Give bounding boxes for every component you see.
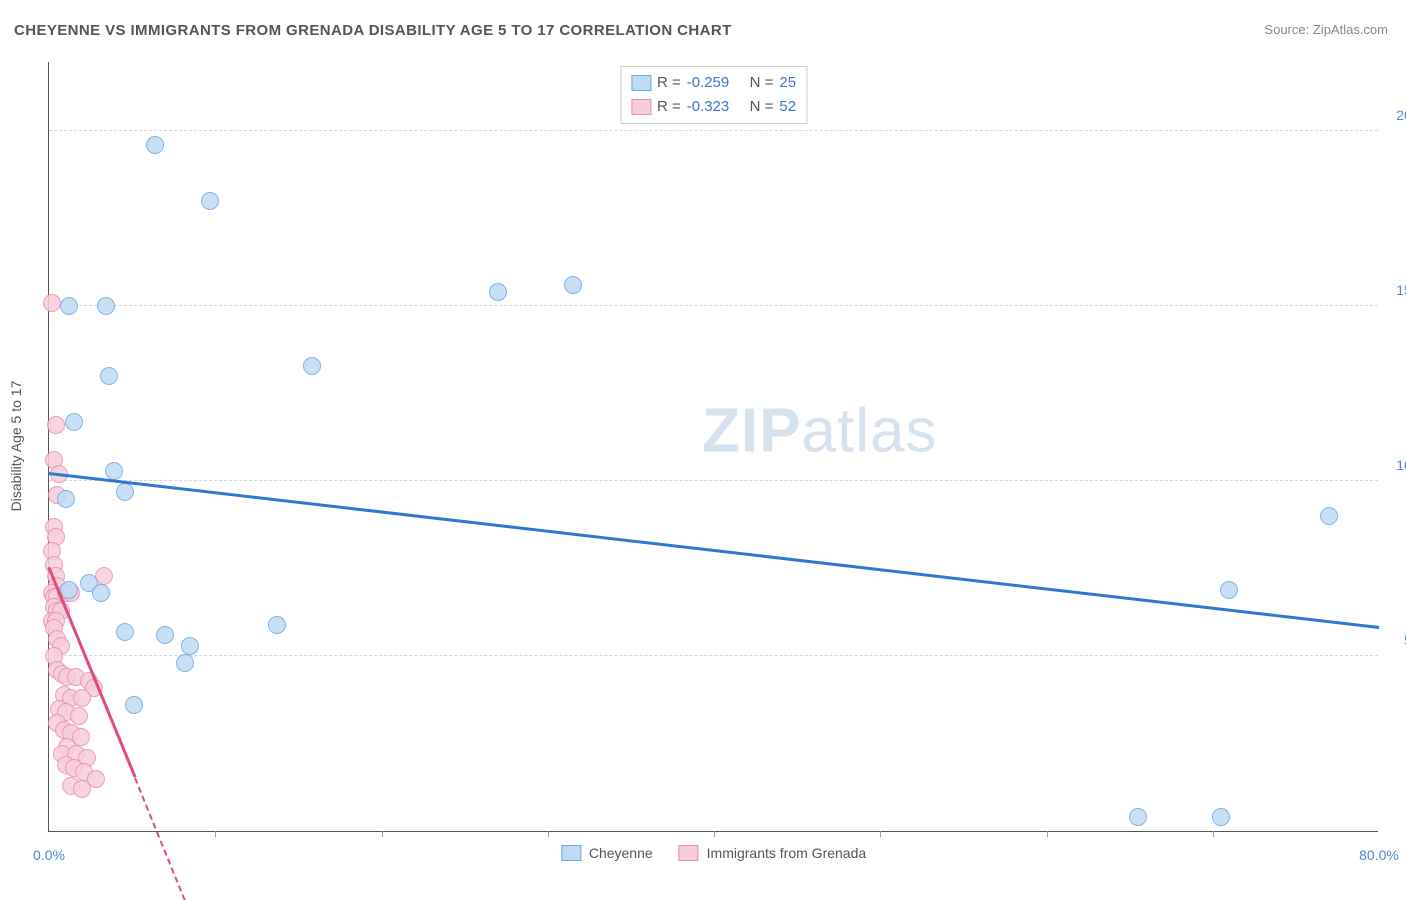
gridline-h: [49, 130, 1378, 131]
scatter-point: [73, 780, 91, 798]
scatter-point: [1129, 808, 1147, 826]
chart-title: CHEYENNE VS IMMIGRANTS FROM GRENADA DISA…: [14, 22, 732, 39]
scatter-point: [73, 689, 91, 707]
x-tick: [382, 831, 383, 837]
series-legend: Cheyenne Immigrants from Grenada: [561, 845, 866, 861]
scatter-point: [181, 637, 199, 655]
watermark-light: atlas: [802, 397, 938, 466]
legend-label: Cheyenne: [589, 845, 653, 861]
x-tick: [880, 831, 881, 837]
scatter-point: [146, 136, 164, 154]
scatter-point: [201, 192, 219, 210]
legend-row-grenada: R = -0.323 N = 52: [631, 95, 796, 119]
scatter-point: [60, 297, 78, 315]
r-value-cheyenne: -0.259: [687, 71, 730, 95]
x-tick: [714, 831, 715, 837]
y-tick-label: 15.0%: [1396, 282, 1406, 298]
gridline-h: [49, 305, 1378, 306]
scatter-point: [176, 654, 194, 672]
scatter-point: [116, 483, 134, 501]
x-tick: [215, 831, 216, 837]
n-value-grenada: 52: [779, 95, 796, 119]
scatter-plot: ZIPatlas R = -0.259 N = 25 R = -0.323 N …: [48, 62, 1378, 832]
source-link[interactable]: ZipAtlas.com: [1313, 22, 1388, 37]
gridline-h: [49, 655, 1378, 656]
scatter-point: [100, 367, 118, 385]
legend-row-cheyenne: R = -0.259 N = 25: [631, 71, 796, 95]
scatter-point: [564, 276, 582, 294]
source-label: Source:: [1264, 22, 1309, 37]
legend-item: Immigrants from Grenada: [679, 845, 867, 861]
scatter-point: [43, 294, 61, 312]
swatch-grenada: [631, 99, 651, 115]
gridline-h: [49, 480, 1378, 481]
r-value-grenada: -0.323: [687, 95, 730, 119]
r-prefix: R =: [657, 71, 681, 95]
scatter-point: [1320, 507, 1338, 525]
x-tick: [1047, 831, 1048, 837]
x-tick-label: 80.0%: [1359, 847, 1399, 863]
x-tick-label: 0.0%: [33, 847, 65, 863]
scatter-point: [125, 696, 143, 714]
scatter-point: [70, 707, 88, 725]
scatter-point: [116, 623, 134, 641]
n-value-cheyenne: 25: [779, 71, 796, 95]
scatter-point: [47, 416, 65, 434]
scatter-point: [97, 297, 115, 315]
scatter-point: [303, 357, 321, 375]
scatter-point: [65, 413, 83, 431]
legend-item: Cheyenne: [561, 845, 653, 861]
scatter-point: [1220, 581, 1238, 599]
scatter-point: [268, 616, 286, 634]
scatter-point: [105, 462, 123, 480]
scatter-point: [60, 581, 78, 599]
legend-swatch: [561, 845, 581, 861]
y-tick-label: 20.0%: [1396, 107, 1406, 123]
scatter-point: [57, 490, 75, 508]
r-prefix: R =: [657, 95, 681, 119]
legend-swatch: [679, 845, 699, 861]
watermark: ZIPatlas: [702, 396, 937, 467]
n-prefix: N =: [750, 71, 774, 95]
legend-label: Immigrants from Grenada: [707, 845, 867, 861]
n-prefix: N =: [750, 95, 774, 119]
source-attribution: Source: ZipAtlas.com: [1264, 22, 1388, 37]
scatter-point: [92, 584, 110, 602]
trendline: [49, 472, 1379, 628]
trendline-extension: [135, 777, 187, 900]
scatter-point: [1212, 808, 1230, 826]
scatter-point: [156, 626, 174, 644]
x-tick: [548, 831, 549, 837]
watermark-bold: ZIP: [702, 397, 801, 466]
scatter-point: [489, 283, 507, 301]
correlation-legend: R = -0.259 N = 25 R = -0.323 N = 52: [620, 66, 807, 124]
x-tick: [1213, 831, 1214, 837]
y-axis-title: Disability Age 5 to 17: [8, 381, 24, 512]
swatch-cheyenne: [631, 75, 651, 91]
y-tick-label: 10.0%: [1396, 457, 1406, 473]
